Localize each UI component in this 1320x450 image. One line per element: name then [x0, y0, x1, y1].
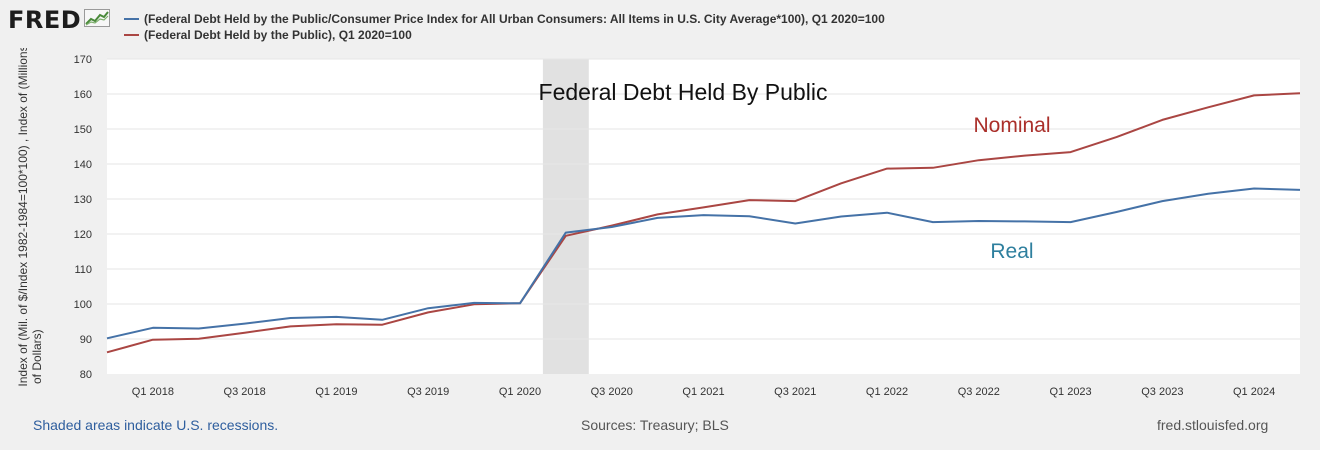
y-tick-label: 160 — [74, 89, 92, 101]
y-axis-title: Index of (Mil. of $/Index 1982-1984=100*… — [2, 48, 44, 388]
recession-note: Shaded areas indicate U.S. recessions. — [33, 417, 279, 433]
y-tick-label: 150 — [74, 124, 92, 136]
series-label-real: Real — [990, 240, 1033, 263]
sources-note: Sources: Treasury; BLS — [581, 417, 729, 433]
x-tick-label: Q3 2019 — [407, 386, 449, 398]
legend-item-real[interactable]: (Federal Debt Held by the Public/Consume… — [124, 11, 885, 27]
plot-area — [107, 59, 1300, 374]
legend-swatch-nominal — [124, 34, 139, 36]
x-tick-label: Q1 2019 — [315, 386, 357, 398]
legend-label-real: (Federal Debt Held by the Public/Consume… — [144, 12, 885, 26]
svg-text:of Dollars): of Dollars) — [30, 329, 44, 384]
svg-text:Index of (Mil. of $/Index 1982: Index of (Mil. of $/Index 1982-1984=100*… — [16, 48, 30, 387]
x-tick-label: Q1 2020 — [499, 386, 541, 398]
chart-legend: (Federal Debt Held by the Public/Consume… — [124, 11, 885, 43]
site-link[interactable]: fred.stlouisfed.org — [1157, 417, 1269, 433]
series-line-real — [106, 187, 1301, 340]
series-line-nominal — [106, 92, 1301, 354]
y-tick-label: 140 — [74, 159, 92, 171]
chart-title: Federal Debt Held By Public — [539, 79, 828, 105]
y-tick-label: 80 — [80, 369, 92, 381]
x-tick-label: Q3 2022 — [958, 386, 1000, 398]
y-tick-label: 120 — [74, 229, 92, 241]
x-tick-label: Q3 2023 — [1141, 386, 1183, 398]
line-chart-icon — [84, 8, 111, 32]
x-tick-label: Q1 2021 — [682, 386, 724, 398]
y-tick-label: 100 — [74, 299, 92, 311]
x-tick-label: Q1 2023 — [1049, 386, 1091, 398]
x-tick-label: Q3 2021 — [774, 386, 816, 398]
legend-label-nominal: (Federal Debt Held by the Public), Q1 20… — [144, 28, 412, 42]
x-tick-label: Q1 2018 — [132, 386, 174, 398]
y-axis-title-line-1: Index of (Mil. of $/Index 1982-1984=100*… — [16, 48, 30, 387]
legend-swatch-real — [124, 18, 139, 20]
y-tick-label: 90 — [80, 334, 92, 346]
x-tick-label: Q3 2020 — [591, 386, 633, 398]
x-tick-label: Q1 2024 — [1233, 386, 1275, 398]
fred-logo[interactable]: FRED — [8, 6, 111, 34]
y-tick-label: 130 — [74, 194, 92, 206]
legend-item-nominal[interactable]: (Federal Debt Held by the Public), Q1 20… — [124, 27, 885, 43]
y-tick-label: 170 — [74, 54, 92, 66]
line-chart: 80 90 100 110 120 130 140 150 160 170 Q1 2018 Q3 20… — [74, 54, 1301, 398]
x-tick-label: Q3 2018 — [224, 386, 266, 398]
recession-shading — [542, 59, 589, 374]
y-axis-title-line-2: of Dollars) — [30, 329, 44, 384]
series-label-nominal: Nominal — [973, 114, 1050, 137]
y-tick-label: 110 — [74, 264, 92, 276]
x-tick-label: Q1 2022 — [866, 386, 908, 398]
fred-logo-text: FRED — [8, 6, 82, 34]
